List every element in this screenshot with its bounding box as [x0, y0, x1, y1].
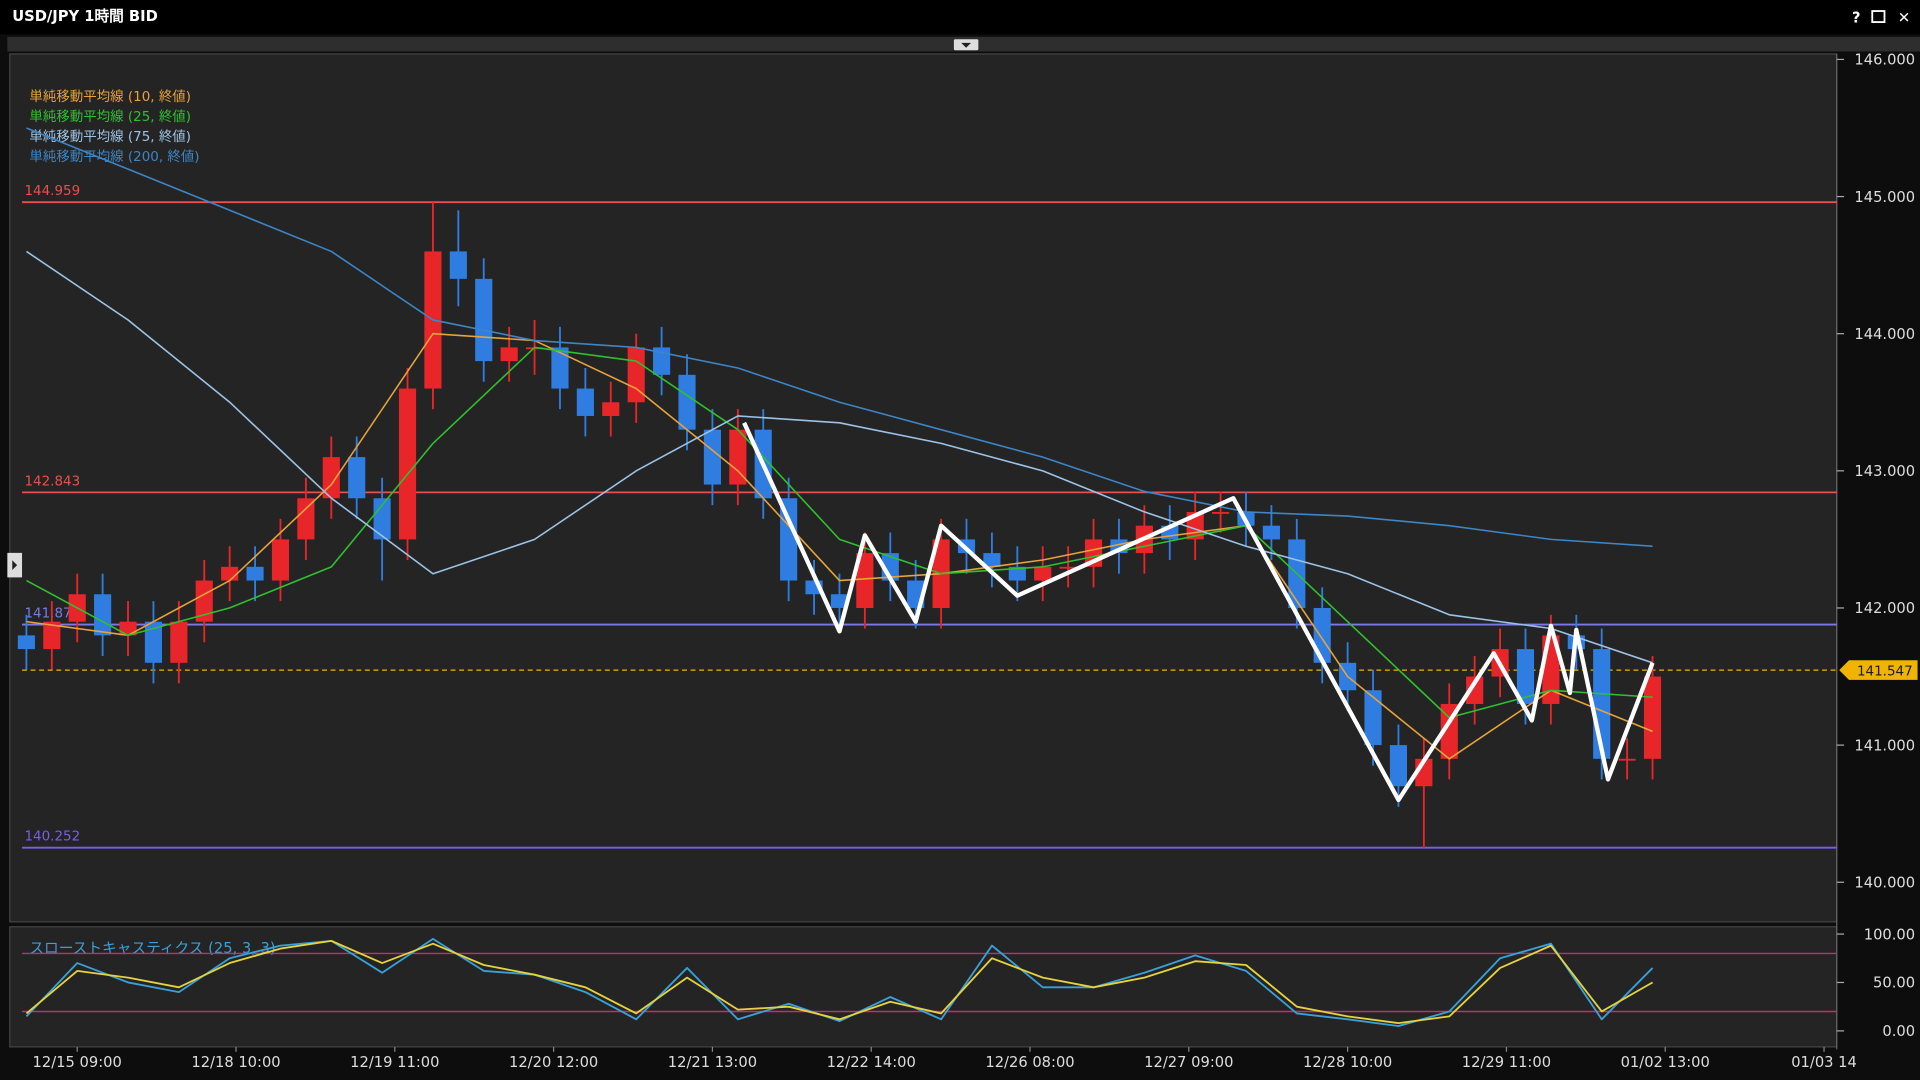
candle-body — [398, 388, 417, 540]
candle-body — [221, 566, 239, 581]
x-tick-label: 12/29 11:00 — [1462, 1054, 1551, 1071]
x-tick-label: 01/03 14 — [1791, 1054, 1857, 1071]
level-label: 140.252 — [24, 829, 80, 845]
x-tick-label: 12/22 14:00 — [827, 1054, 916, 1071]
candle-body — [703, 429, 721, 485]
candle-body — [119, 621, 137, 636]
x-tick-label: 12/18 10:00 — [191, 1054, 280, 1071]
legend-entry: 単純移動平均線 (75, 終値) — [29, 129, 191, 145]
oscillator-panel — [9, 926, 1838, 1048]
current-price-label: 141.547 — [1857, 663, 1913, 679]
candle-body — [602, 402, 620, 416]
title-bar — [0, 0, 1920, 35]
x-tick-label: 12/27 09:00 — [1144, 1054, 1233, 1071]
candle-body — [1212, 511, 1230, 514]
y-tick-label: 143.000 — [1854, 463, 1915, 480]
x-tick-label: 12/19 11:00 — [350, 1054, 439, 1071]
oscillator-line — [25, 937, 1654, 1027]
level-label: 142.843 — [24, 473, 80, 489]
chart-layer: 140.000 141.000 142.000 143.000 144.000 145.0… — [17, 52, 1918, 1071]
x-tick-label: 12/28 10:00 — [1303, 1054, 1392, 1071]
candle-body — [43, 621, 61, 650]
candle-body — [856, 553, 874, 608]
candle-body — [1313, 607, 1331, 663]
zigzag-line — [742, 421, 1655, 803]
candle-body — [297, 498, 315, 540]
candle-body — [475, 278, 493, 362]
candle-body — [195, 580, 213, 622]
candle-body — [373, 498, 391, 540]
candle-body — [271, 539, 290, 581]
candle-body — [348, 457, 366, 499]
candle-body — [449, 251, 467, 279]
candle-body — [246, 566, 264, 581]
candle-body — [830, 594, 849, 608]
close-button[interactable]: ✕ — [1898, 9, 1910, 26]
y-tick-label: 140.000 — [1854, 874, 1915, 891]
candle-body — [1516, 649, 1535, 704]
candle-body — [1034, 566, 1052, 581]
candle-body — [1389, 745, 1408, 787]
y-tick-label: 144.000 — [1854, 326, 1915, 343]
x-tick-label: 12/20 12:00 — [509, 1054, 598, 1071]
candle-body — [780, 498, 798, 581]
x-tick-label: 12/21 13:00 — [668, 1054, 757, 1071]
moving-average-line — [26, 127, 1653, 548]
candle-body — [678, 374, 696, 430]
x-tick-label: 12/26 08:00 — [985, 1054, 1074, 1071]
oscillator-line — [25, 939, 1654, 1025]
y-tick-label: 145.000 — [1854, 189, 1915, 206]
y-tick-label: 50.00 — [1873, 975, 1915, 992]
candle-body — [1059, 566, 1077, 569]
candle-body — [1643, 676, 1662, 759]
price-panel — [9, 53, 1838, 923]
legend-entry: 単純移動平均線 (25, 終値) — [29, 109, 191, 125]
moving-average-line — [26, 250, 1653, 664]
candle-body — [170, 621, 188, 663]
y-tick-label: 100.00 — [1864, 926, 1915, 943]
candle-body — [729, 429, 747, 485]
x-tick-label: 12/15 09:00 — [33, 1054, 122, 1071]
oscillator-title: スローストキャスティクス (25, 3, 3) — [29, 940, 275, 957]
help-button[interactable]: ? — [1852, 9, 1861, 26]
current-price-tag — [1839, 660, 1918, 680]
moving-average-line — [26, 332, 1653, 760]
candle-body — [983, 553, 1001, 567]
candle-body — [1466, 676, 1484, 704]
candle-body — [551, 347, 569, 389]
window-title: USD/JPY 1時間 BID — [12, 7, 158, 25]
side-handle-arrow — [12, 560, 18, 571]
candle-body — [1008, 566, 1026, 581]
candle-body — [576, 388, 594, 416]
candle-body — [500, 347, 518, 362]
y-tick-label: 142.000 — [1854, 600, 1915, 617]
legend-entry: 単純移動平均線 (200, 終値) — [29, 149, 199, 165]
candle-body — [17, 635, 35, 650]
x-tick-label: 01/02 13:00 — [1621, 1054, 1710, 1071]
y-tick-label: 146.000 — [1854, 52, 1915, 69]
candle-body — [653, 347, 671, 375]
legend-entry: 単純移動平均線 (10, 終値) — [29, 89, 191, 105]
y-tick-label: 141.000 — [1854, 737, 1915, 754]
candle-body — [144, 621, 163, 663]
collapse-arrow — [961, 42, 972, 48]
candle-body — [1618, 758, 1636, 761]
moving-average-line — [26, 346, 1653, 719]
candle-body — [1262, 525, 1280, 540]
candle-body — [1364, 690, 1382, 746]
y-tick-label: 0.00 — [1882, 1023, 1915, 1040]
maximize-button[interactable] — [1871, 10, 1886, 23]
candle-body — [94, 594, 112, 636]
level-label: 144.959 — [24, 183, 80, 199]
